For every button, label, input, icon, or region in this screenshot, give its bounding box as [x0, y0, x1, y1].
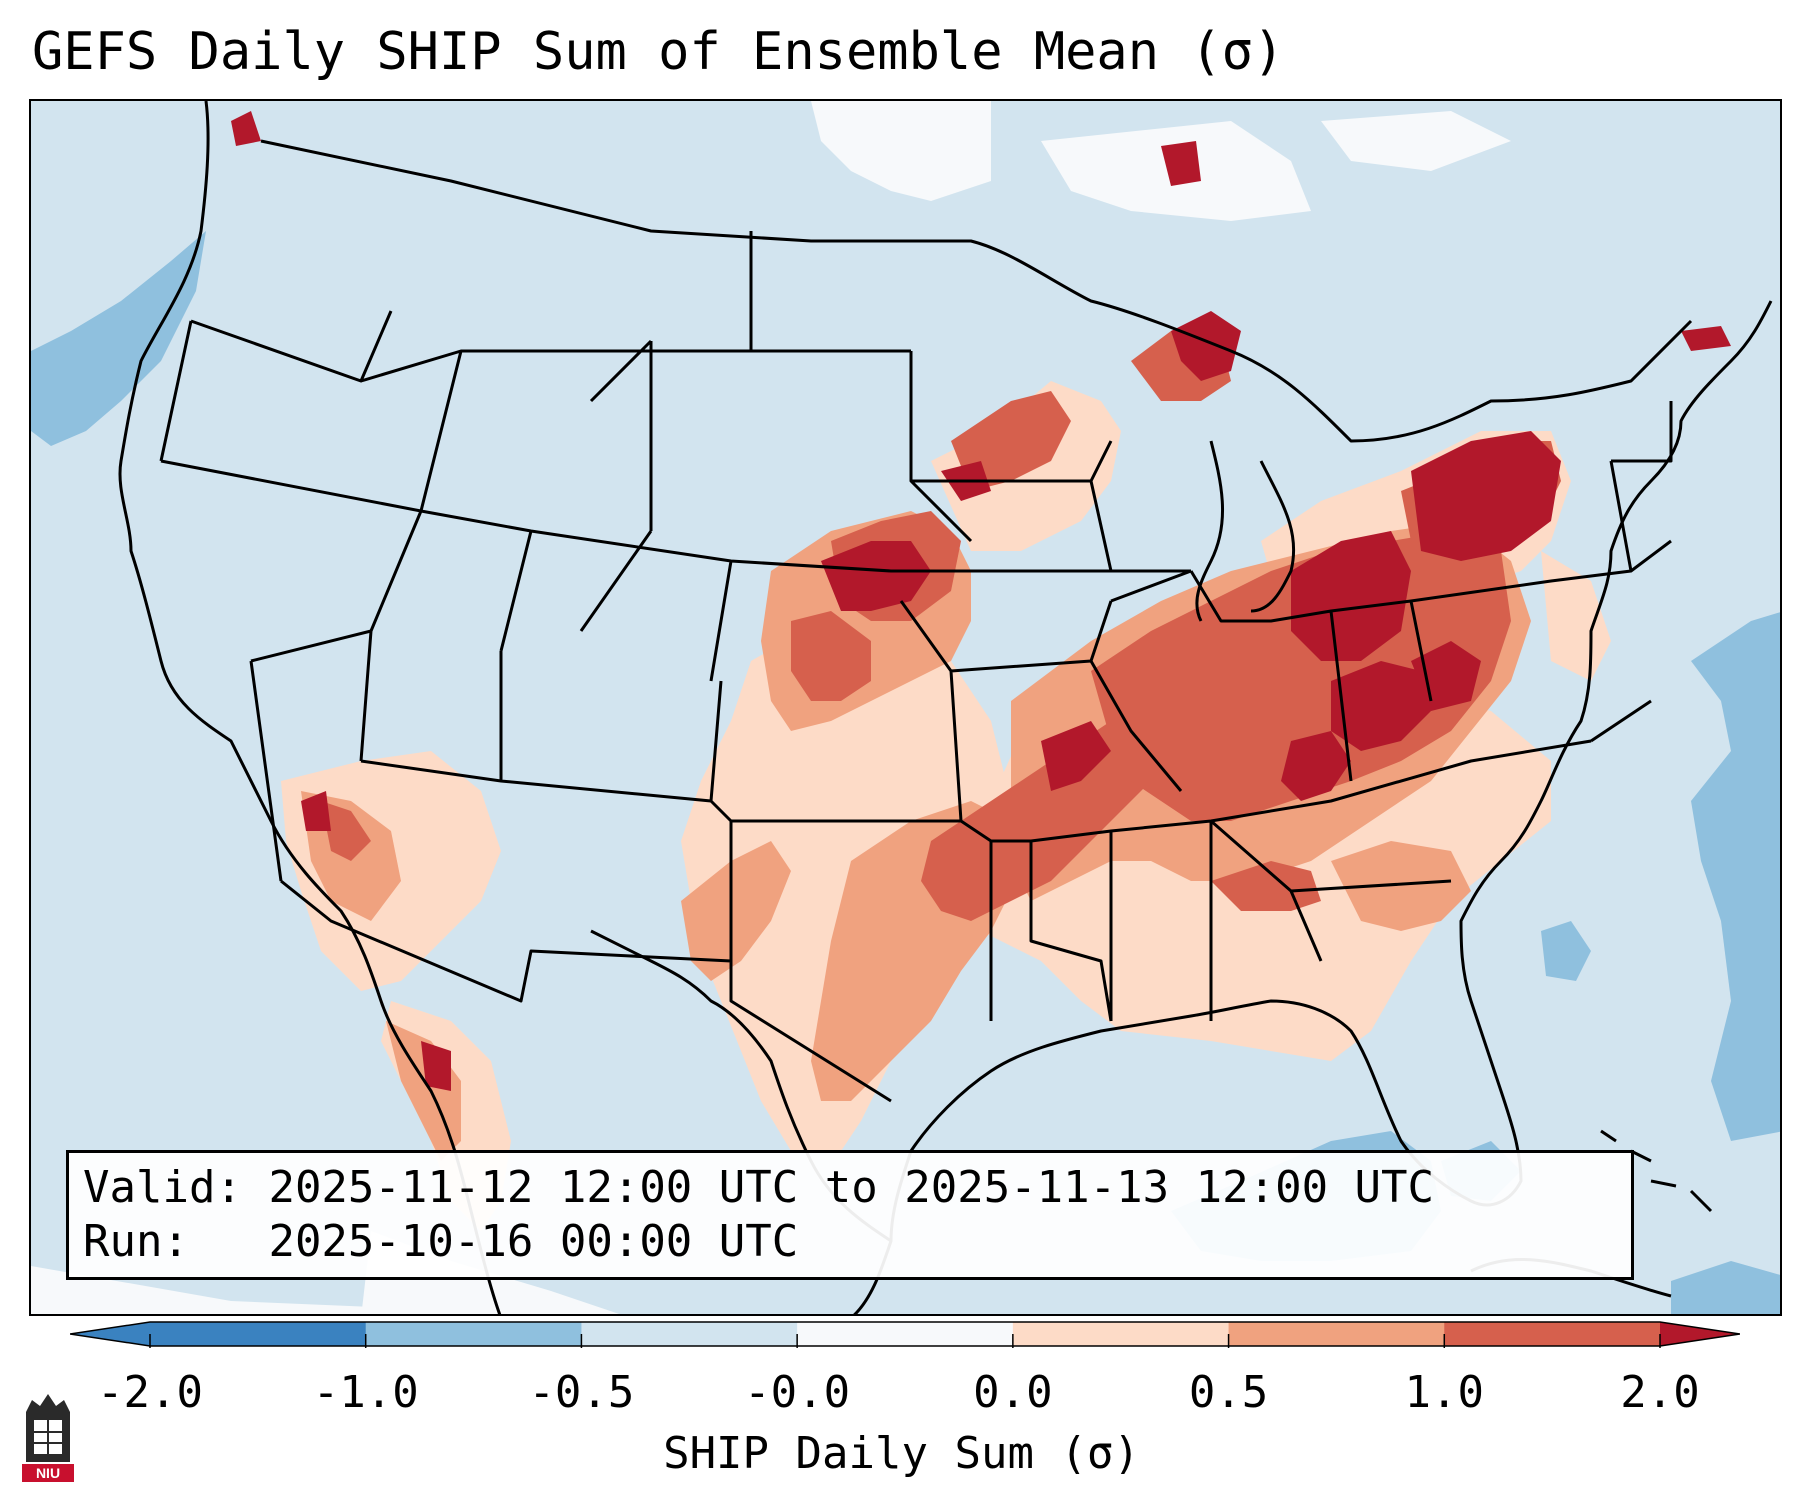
colorbar-tick-label: -0.5	[528, 1367, 635, 1418]
caribbean-negative-patch	[1671, 1261, 1780, 1314]
colorbar	[70, 1321, 1740, 1348]
sw-max-patch	[301, 791, 331, 831]
atlantic-south-near-zero	[31, 1266, 537, 1314]
valid-label: Valid:	[83, 1162, 242, 1213]
ontario-max-patch	[1161, 141, 1201, 186]
colorbar-tick-label: 0.0	[973, 1367, 1053, 1418]
atlantic-negative-patch	[1691, 612, 1780, 1141]
map-canvas	[31, 101, 1780, 1314]
run-label: Run:	[83, 1216, 189, 1267]
coastline-gulf	[909, 300, 1773, 1207]
colorbar-tick-label: -2.0	[97, 1367, 203, 1418]
ozark-max-patch	[1041, 721, 1111, 791]
ohio-max-patch	[1291, 531, 1411, 661]
great-lakes-michigan	[1195, 440, 1225, 622]
canada-near-zero-patch	[811, 101, 991, 201]
run-value: 2025-10-16 00:00 UTC	[268, 1216, 799, 1267]
positive-max-layer	[231, 111, 1731, 1091]
colorbar-segment	[365, 1322, 582, 1346]
colorbar-tick-label: 2.0	[1620, 1367, 1700, 1418]
colorbar-segment	[581, 1322, 798, 1346]
ontario-near-zero-patch	[1321, 111, 1511, 171]
sw-strong-patch	[321, 801, 371, 861]
colorbar-tick-label: -1.0	[312, 1367, 419, 1418]
baja-max-patch	[421, 1041, 451, 1091]
wa-max-patch	[231, 111, 261, 146]
kentucky-max-patch	[1331, 661, 1431, 751]
colorbar-segment	[1012, 1322, 1230, 1346]
map-panel	[29, 99, 1782, 1316]
valid-value: 2025-11-12 12:00 UTC to 2025-11-13 12:00…	[268, 1162, 1435, 1213]
colorbar-segment	[797, 1322, 1014, 1346]
nebraska-max-patch	[821, 541, 931, 611]
coastline-west	[118, 101, 502, 1314]
superior-max-patch	[1171, 311, 1241, 381]
pennsylvania-max-patch	[1411, 431, 1561, 561]
colorbar-extend-high	[1660, 1322, 1740, 1346]
logo-text: NIU	[36, 1465, 60, 1481]
colorbar-segment	[1444, 1322, 1661, 1346]
ohio-valley-strong-patch	[1091, 531, 1511, 821]
logo-banner	[22, 1464, 74, 1482]
state-lines	[159, 231, 1673, 1103]
colorbar-tick-label: 0.5	[1188, 1367, 1269, 1418]
valid-run-info-box: Valid: 2025-11-12 12:00 UTC to 2025-11-1…	[66, 1150, 1634, 1280]
colorbar-segment	[150, 1322, 367, 1346]
colorbar-outline	[70, 1321, 1740, 1347]
boundary-layer	[118, 101, 1773, 1314]
nebraska-kansas-strong-patch	[791, 611, 871, 701]
colorbar-label: SHIP Daily Sum (σ)	[663, 1428, 1140, 1479]
new-england-light-patch	[1541, 551, 1611, 681]
us-canada-border	[260, 139, 1693, 443]
colorbar-tick-label: -0.0	[744, 1367, 851, 1418]
colorbar-segments	[70, 1322, 1740, 1348]
red-river-medium-patch	[681, 841, 791, 981]
niu-logo: NIU	[22, 1394, 74, 1482]
colorbar-extend-low	[70, 1322, 150, 1346]
great-lakes-michigan-lp	[1250, 460, 1296, 613]
ozarks-strong-patch	[921, 701, 1181, 921]
chart-title: GEFS Daily SHIP Sum of Ensemble Mean (σ)	[32, 22, 1285, 82]
tennessee-max-patch	[1281, 731, 1351, 801]
bahamas-outline	[1600, 1129, 1713, 1213]
atlantic-negative-patch-2	[1541, 921, 1591, 981]
pacific-negative-patch	[31, 231, 206, 446]
maine-max-patch	[1681, 326, 1731, 351]
colorbar-segment	[1228, 1322, 1445, 1346]
carolina-medium-patch	[1331, 841, 1471, 931]
colorbar-tick-label: 1.0	[1404, 1367, 1485, 1418]
